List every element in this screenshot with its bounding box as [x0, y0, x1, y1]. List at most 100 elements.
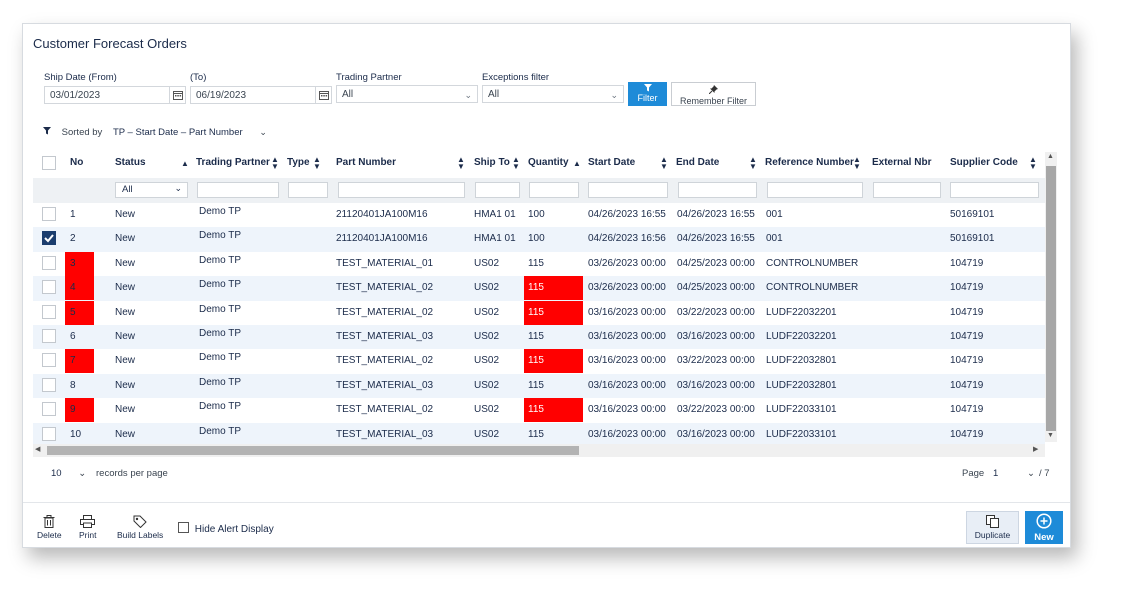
- page-label: Page: [962, 468, 985, 479]
- column-ship-to[interactable]: Ship To: [474, 157, 510, 168]
- calendar-icon[interactable]: [170, 86, 186, 104]
- column-reference-number[interactable]: Reference Number: [765, 157, 854, 168]
- column-status[interactable]: Status: [115, 157, 146, 168]
- table-row[interactable]: 4 New Demo TP TEST_MATERIAL_02 US02 115 03/26/…: [33, 276, 1045, 301]
- hide-alert-toggle[interactable]: Hide Alert Display: [178, 522, 274, 535]
- table-row[interactable]: 6 New Demo TP TEST_MATERIAL_03 US02 115 03/16/…: [33, 325, 1045, 350]
- row-part-number: 21120401JA100M16: [336, 209, 428, 220]
- ship-date-from-input[interactable]: 03/01/2023: [44, 86, 170, 104]
- vertical-scrollbar[interactable]: ▲ ▼: [1045, 152, 1057, 442]
- sort-icon[interactable]: ▲ ▼: [660, 155, 668, 171]
- column-quantity[interactable]: Quantity: [528, 157, 569, 168]
- row-checkbox[interactable]: [42, 304, 56, 319]
- new-button[interactable]: New: [1025, 511, 1063, 544]
- row-checkbox[interactable]: [42, 231, 56, 246]
- build-labels-button[interactable]: Build Labels: [117, 515, 163, 540]
- table-row[interactable]: 10 New Demo TP TEST_MATERIAL_03 US02 115 03/16…: [33, 422, 1045, 447]
- table-row[interactable]: 8 New Demo TP TEST_MATERIAL_03 US02 115 03/16/…: [33, 373, 1045, 399]
- exceptions-filter-select[interactable]: All ⌄: [482, 85, 624, 103]
- hide-alert-checkbox[interactable]: [178, 522, 189, 533]
- calendar-icon[interactable]: [316, 86, 332, 104]
- row-start-date: 03/16/2023 00:00: [588, 331, 666, 342]
- row-supplier-code: 50169101: [950, 233, 995, 245]
- sort-icon[interactable]: ▲ ▼: [853, 155, 861, 171]
- scroll-left-icon[interactable]: ◀: [35, 446, 41, 453]
- row-checkbox[interactable]: [42, 402, 56, 417]
- column-start-date[interactable]: Start Date: [588, 157, 636, 168]
- duplicate-button[interactable]: Duplicate: [966, 511, 1019, 544]
- page-select[interactable]: 1 ⌄: [993, 468, 1035, 479]
- horizontal-scroll-thumb[interactable]: [47, 446, 579, 455]
- row-checkbox[interactable]: [42, 255, 56, 270]
- row-status: New: [115, 233, 136, 245]
- row-trading-partner: Demo TP: [199, 328, 242, 339]
- type-filter-input[interactable]: [288, 182, 328, 198]
- row-no: 3: [70, 257, 76, 269]
- quantity-filter-input[interactable]: [529, 182, 579, 198]
- table-row[interactable]: 1 New Demo TP 21120401JA100M16 HMA1 01 100 04/…: [33, 203, 1045, 227]
- row-status: New: [115, 209, 136, 220]
- ship-to-filter-input[interactable]: [475, 182, 520, 198]
- horizontal-scrollbar[interactable]: ◀ ▶: [33, 444, 1045, 457]
- sort-asc-icon[interactable]: ▲: [573, 159, 581, 168]
- sort-icon[interactable]: ▲ ▼: [457, 155, 465, 171]
- scroll-right-icon[interactable]: ▶: [1033, 446, 1039, 453]
- row-checkbox[interactable]: [42, 377, 56, 392]
- filter-button[interactable]: Filter: [628, 82, 667, 106]
- row-ship-to: US02: [474, 404, 500, 416]
- row-start-date: 03/26/2023 00:00: [588, 257, 666, 269]
- delete-button[interactable]: Delete: [37, 515, 62, 540]
- scroll-down-icon[interactable]: ▼: [1047, 432, 1054, 439]
- supplier-code-filter-input[interactable]: [950, 182, 1039, 198]
- table-row[interactable]: 9 New Demo TP TEST_MATERIAL_02 US02 115 03/16/…: [33, 398, 1045, 423]
- row-status: New: [115, 404, 136, 416]
- row-reference-number: LUDF22032801: [766, 355, 837, 367]
- reference-number-filter-input[interactable]: [767, 182, 863, 198]
- sort-icon[interactable]: ▲ ▼: [313, 155, 321, 171]
- select-all-checkbox[interactable]: [42, 156, 56, 170]
- part-number-filter-input[interactable]: [338, 182, 465, 198]
- column-supplier-code[interactable]: Supplier Code: [950, 157, 1018, 168]
- table-row[interactable]: 3 New Demo TP TEST_MATERIAL_01 US02 115 03/26/…: [33, 251, 1045, 276]
- row-checkbox[interactable]: [42, 353, 56, 368]
- hide-alert-label: Hide Alert Display: [194, 524, 274, 535]
- trading-partner-select[interactable]: All ⌄: [336, 85, 478, 103]
- sort-selector[interactable]: Sorted by TP – Start Date – Part Number …: [43, 127, 267, 138]
- table-row[interactable]: 5 New Demo TP TEST_MATERIAL_02 US02 115 03/16/…: [33, 300, 1045, 325]
- row-checkbox[interactable]: [42, 329, 56, 343]
- row-reference-number: CONTROLNUMBER: [766, 282, 859, 294]
- print-button[interactable]: Print: [79, 515, 96, 540]
- sort-asc-icon[interactable]: ▲: [181, 159, 189, 168]
- column-no[interactable]: No: [70, 157, 84, 168]
- sort-icon[interactable]: ▲ ▼: [512, 155, 520, 171]
- column-end-date[interactable]: End Date: [676, 157, 720, 168]
- end-date-filter-input[interactable]: [678, 182, 757, 198]
- vertical-scroll-thumb[interactable]: [1046, 166, 1056, 431]
- external-nbr-filter-input[interactable]: [873, 182, 941, 198]
- forecast-orders-panel: Customer Forecast Orders Ship Date (From…: [22, 23, 1071, 548]
- table-row[interactable]: 7 New Demo TP TEST_MATERIAL_02 US02 115 03/16/…: [33, 349, 1045, 374]
- sort-icon[interactable]: ▲ ▼: [1029, 155, 1037, 171]
- remember-filter-button[interactable]: Remember Filter: [671, 82, 756, 106]
- table-row[interactable]: 2 New Demo TP 21120401JA100M16 HMA1 01 100 04/…: [33, 227, 1045, 252]
- sort-icon[interactable]: ▲ ▼: [271, 155, 279, 171]
- row-reference-number: LUDF22032801: [766, 379, 837, 391]
- row-ship-to: US02: [474, 257, 500, 269]
- row-checkbox[interactable]: [42, 426, 56, 441]
- trading-partner-filter-input[interactable]: [197, 182, 279, 198]
- row-checkbox[interactable]: [42, 207, 56, 221]
- column-external-nbr[interactable]: External Nbr: [872, 157, 932, 168]
- per-page-select[interactable]: 10 ⌄: [51, 468, 86, 479]
- row-checkbox[interactable]: [42, 280, 56, 295]
- start-date-filter-input[interactable]: [588, 182, 668, 198]
- column-type[interactable]: Type: [287, 157, 310, 168]
- ship-date-to-input[interactable]: 06/19/2023: [190, 86, 316, 104]
- sort-icon[interactable]: ▲ ▼: [749, 155, 757, 171]
- column-part-number[interactable]: Part Number: [336, 157, 397, 168]
- scroll-up-icon[interactable]: ▲: [1047, 153, 1054, 160]
- copy-icon: [967, 515, 1018, 530]
- row-reference-number: CONTROLNUMBER: [766, 257, 859, 269]
- column-trading-partner[interactable]: Trading Partner: [196, 157, 270, 168]
- row-ship-to: US02: [474, 428, 500, 440]
- status-filter-select[interactable]: All ⌄: [115, 182, 188, 198]
